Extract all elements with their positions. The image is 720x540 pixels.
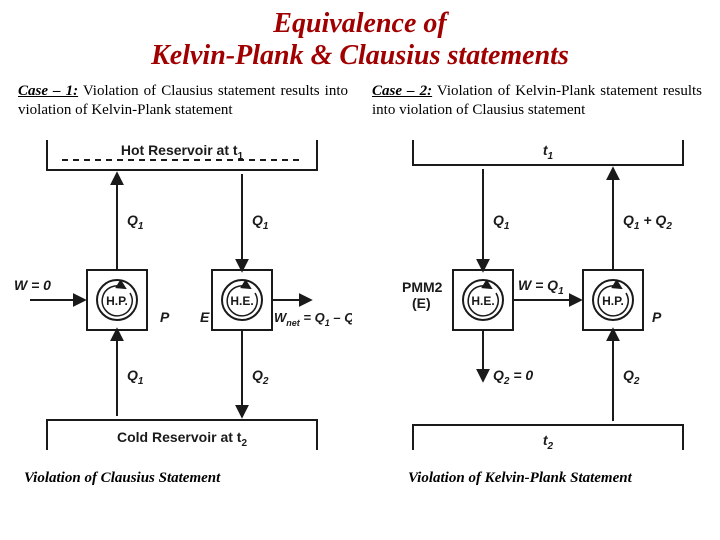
title-line2: Kelvin-Plank & Clausius statements [151,40,569,71]
svg-text:Q1 + Q2: Q1 + Q2 [623,212,672,232]
svg-text:Cold Reservoir at t2: Cold Reservoir at t2 [117,429,247,449]
svg-text:E: E [200,309,210,325]
svg-text:(E): (E) [412,295,431,311]
case-2-lead: Case – 2: [372,83,432,99]
svg-text:PMM2: PMM2 [402,279,443,295]
svg-text:H.P.: H.P. [106,294,128,308]
diagram-2-svg: t1 t2 H.E. H.P. PMM2 (E) P Q1 Q1 + Q2 W … [368,130,708,470]
title-line1: Equivalence of [273,8,446,39]
svg-text:Q1: Q1 [493,212,510,232]
svg-text:Q2: Q2 [252,367,269,387]
svg-text:P: P [652,309,662,325]
svg-text:W = 0: W = 0 [14,277,51,293]
svg-text:H.P.: H.P. [602,294,624,308]
page-title: Equivalence of Kelvin-Plank & Clausius s… [0,0,720,72]
diagram-1: Hot Reservoir at t1 Cold Reservoir at t2… [12,130,352,500]
svg-text:H.E.: H.E. [230,294,253,308]
svg-text:t1: t1 [543,142,554,162]
diagram-1-svg: Hot Reservoir at t1 Cold Reservoir at t2… [12,130,352,470]
diagram-2-caption: Violation of Kelvin-Plank Statement [408,470,632,487]
case-1-text: Case – 1: Violation of Clausius statemen… [18,82,348,120]
case-1-lead: Case – 1: [18,83,78,99]
svg-text:P: P [160,309,170,325]
svg-text:Wnet = Q1 – Q2: Wnet = Q1 – Q2 [274,310,352,328]
svg-text:t2: t2 [543,432,554,452]
svg-text:W = Q1: W = Q1 [518,277,564,297]
svg-text:H.E.: H.E. [471,294,494,308]
diagrams-row: Hot Reservoir at t1 Cold Reservoir at t2… [0,120,720,500]
svg-text:Q1: Q1 [127,367,144,387]
diagram-1-caption: Violation of Clausius Statement [24,470,220,487]
diagram-2: t1 t2 H.E. H.P. PMM2 (E) P Q1 Q1 + Q2 W … [368,130,708,500]
svg-text:Q2 = 0: Q2 = 0 [493,367,533,387]
case-2-text: Case – 2: Violation of Kelvin-Plank stat… [372,82,702,120]
svg-text:Q2: Q2 [623,367,640,387]
svg-text:Q1: Q1 [127,212,144,232]
case-descriptions: Case – 1: Violation of Clausius statemen… [0,72,720,120]
svg-text:Q1: Q1 [252,212,269,232]
